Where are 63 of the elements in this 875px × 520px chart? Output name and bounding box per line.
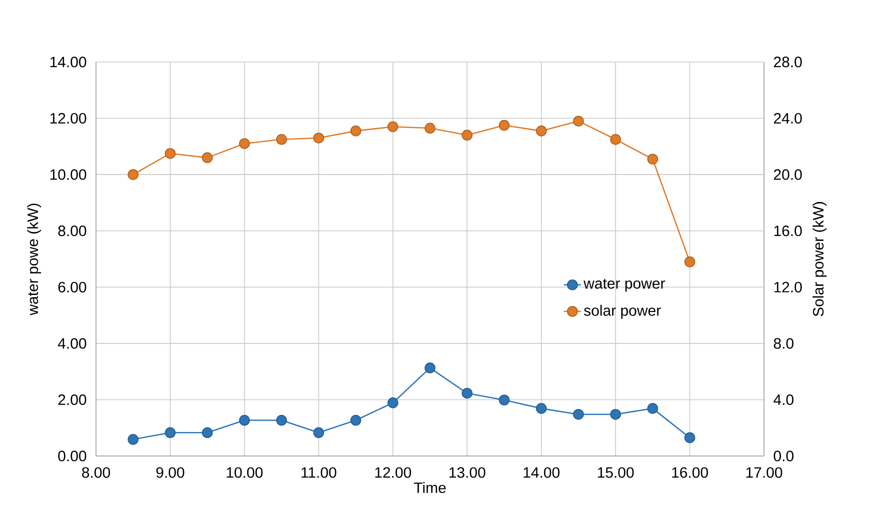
point	[610, 134, 621, 145]
y-tick-label: 8.00	[58, 226, 86, 236]
point	[424, 122, 436, 134]
point	[684, 432, 696, 444]
point	[313, 132, 324, 144]
point	[573, 408, 584, 420]
y-tick-label: 6.00	[58, 282, 86, 292]
y2-tick-label: 28.0	[774, 56, 802, 68]
point	[350, 414, 362, 426]
point	[647, 154, 658, 164]
y-tick-label: 14.00	[50, 56, 86, 68]
y-tick-label: 0.00	[58, 450, 86, 462]
point	[164, 148, 176, 159]
point	[536, 126, 547, 136]
x-tick-label: 10.00	[226, 467, 263, 478]
y-tick-label: 2.00	[58, 394, 86, 406]
y-tick-label: 12.00	[50, 112, 86, 124]
legend-label: water power	[584, 278, 665, 292]
point	[202, 427, 213, 438]
y-tick-label: 4.00	[58, 338, 86, 349]
x-tick-label: 16.00	[672, 467, 708, 478]
point	[610, 408, 621, 420]
x-tick-label: 14.00	[524, 467, 560, 478]
x-tick-label: 17.00	[746, 467, 782, 478]
point	[350, 126, 362, 136]
y2-axis-title: Solar power (kW)	[812, 202, 827, 316]
point	[164, 427, 176, 438]
y2-tick-label: 8.0	[774, 338, 794, 349]
point	[498, 120, 510, 131]
point	[276, 414, 287, 426]
point	[536, 403, 547, 414]
point	[276, 134, 287, 145]
point	[462, 130, 473, 141]
x-tick-label: 13.00	[449, 467, 486, 478]
point	[462, 388, 473, 399]
point	[424, 362, 436, 374]
point	[128, 434, 139, 445]
point	[387, 397, 398, 408]
y2-tick-label: 24.0	[774, 112, 802, 124]
y2-tick-label: 12.0	[774, 282, 802, 292]
point	[684, 256, 696, 268]
x-tick-label: 12.00	[375, 467, 412, 478]
point	[647, 403, 658, 414]
y2-tick-label: 4.0	[774, 394, 794, 406]
point	[239, 414, 250, 426]
point	[313, 427, 324, 438]
legend-label: solar power	[584, 304, 661, 319]
point	[239, 138, 250, 150]
point	[498, 394, 510, 406]
y-tick-label: 10.00	[50, 169, 86, 180]
point	[573, 116, 584, 126]
point	[202, 152, 213, 164]
x-tick-label: 8.00	[82, 467, 110, 478]
x-tick-label: 11.00	[302, 467, 336, 478]
y-axis-title: water powe (kW)	[27, 204, 42, 316]
y2-tick-label: 16.0	[774, 226, 802, 236]
point	[128, 169, 139, 180]
x-tick-label: 15.00	[598, 467, 634, 478]
y2-tick-label: 0.0	[774, 450, 794, 462]
x-axis-title: Time	[414, 482, 446, 494]
point	[387, 121, 398, 132]
x-tick-label: 9.00	[156, 467, 184, 478]
y2-tick-label: 20.0	[774, 169, 802, 180]
